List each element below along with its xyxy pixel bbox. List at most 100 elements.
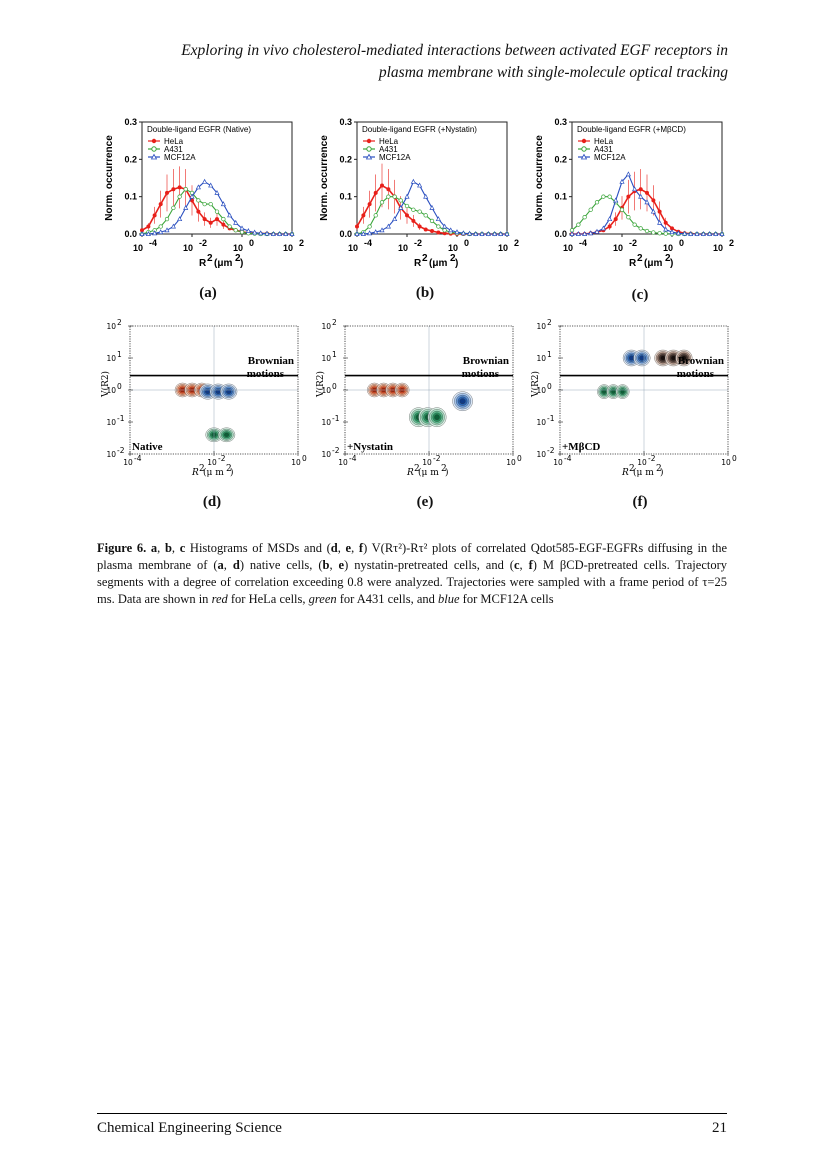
caption-text-6: for HeLa cells, (230, 592, 306, 606)
data-point-a431 (644, 228, 650, 234)
x-tick-exponent: 0 (249, 238, 254, 248)
data-point-hela (221, 222, 226, 227)
data-point-mcf12a (713, 231, 719, 236)
data-point-mcf12a (619, 178, 625, 184)
x-axis-label-sup: 2 (207, 253, 213, 264)
y-tick-label: 10 (536, 450, 546, 459)
x-axis-label-sup: 2 (637, 253, 643, 264)
data-point-hela (380, 183, 384, 188)
data-point-a431 (657, 231, 662, 236)
data-point-mcf12a (650, 208, 656, 214)
y-tick-label: 10 (321, 354, 331, 363)
y-tick-label: 10 (106, 322, 116, 331)
plot-frame (356, 121, 508, 235)
data-point-a431 (588, 207, 593, 212)
caption-green: green (308, 592, 337, 606)
data-point-hela (373, 190, 378, 195)
density-contour-k (681, 355, 687, 361)
x-axis-unit-close: ) (445, 467, 449, 478)
data-point-hela (638, 187, 643, 192)
data-point-mcf12a (392, 216, 398, 222)
y-tick-label: 10 (321, 322, 331, 331)
data-point-mcf12a (252, 229, 258, 235)
data-point-mcf12a (669, 229, 675, 235)
x-tick-label: 10 (283, 243, 293, 253)
y-tick-label: 10 (106, 450, 116, 459)
data-point-mcf12a (158, 229, 164, 235)
condition-label: +MβCD (562, 441, 600, 453)
y-tick-exponent: 1 (332, 350, 337, 359)
data-point-a431 (196, 198, 201, 203)
x-tick-label: 10 (448, 243, 458, 253)
y-tick-label: 0.0 (339, 229, 352, 239)
data-point-a431 (398, 198, 403, 203)
data-point-a431 (411, 207, 416, 212)
data-point-mcf12a (379, 227, 385, 233)
legend-swatch-marker (151, 146, 157, 152)
data-point-mcf12a (707, 231, 713, 236)
y-tick-exponent: -1 (547, 414, 555, 423)
x-axis-label: R (199, 258, 207, 269)
data-point-mcf12a (289, 231, 295, 236)
running-header: Exploring in vivo cholesterol-mediated i… (96, 40, 728, 84)
legend-entry-a431: A431 (594, 145, 613, 154)
legend-title: Double-ligand EGFR (Native) (147, 125, 251, 134)
figure-caption: Figure 6. a, b, c Histograms of MSDs and… (97, 541, 728, 606)
data-point-mcf12a (183, 204, 189, 210)
brownian-label-line-2: motions (677, 368, 715, 380)
data-point-mcf12a (373, 229, 379, 235)
x-axis-label-sup: 2 (422, 253, 428, 264)
data-point-a431 (164, 216, 170, 222)
data-point-hela (411, 218, 416, 223)
data-point-mcf12a (663, 226, 669, 232)
x-tick-exponent: -2 (648, 454, 656, 463)
data-point-hela (670, 226, 674, 231)
x-axis-unit-sup: 2 (665, 253, 671, 264)
data-point-mcf12a (398, 204, 404, 210)
density-contour-g (224, 432, 230, 437)
x-tick-label: 10 (506, 458, 516, 467)
data-point-a431 (373, 213, 378, 218)
data-point-mcf12a (220, 201, 226, 207)
data-point-a431 (221, 216, 226, 222)
data-point-a431 (214, 209, 220, 214)
data-point-a431 (202, 201, 207, 207)
x-axis-label-sup: 2 (199, 464, 205, 474)
y-tick-exponent: -2 (547, 446, 555, 455)
y-tick-exponent: -1 (117, 414, 125, 423)
plot-frame (141, 121, 293, 235)
caption-fig-label: Figure 6. (97, 541, 147, 555)
legend-swatch-marker (580, 153, 588, 160)
y-tick-label: 0.1 (554, 192, 567, 202)
data-point-a431 (638, 226, 643, 231)
data-point-hela (405, 213, 409, 218)
y-tick-exponent: 1 (117, 350, 122, 359)
data-point-mcf12a (208, 182, 214, 188)
caption-text-7: for A431 cells, and (339, 592, 435, 606)
brownian-label-line-2: motions (462, 368, 500, 380)
footer-journal: Chemical Engineering Science (97, 1120, 282, 1136)
x-tick-label: 10 (498, 243, 508, 253)
y-tick-exponent: -2 (117, 446, 125, 455)
data-point-mcf12a (277, 231, 283, 236)
data-point-a431 (582, 215, 587, 220)
legend-entry-a431: A431 (164, 145, 183, 154)
caption-ref-e: e (345, 541, 352, 555)
y-tick-label: 0.1 (124, 192, 137, 202)
x-tick-label: 10 (721, 458, 731, 467)
caption-text-2: ) V(Rτ²)-Rτ² plots of correlated Qdot585… (97, 541, 728, 572)
y-tick-exponent: 2 (117, 318, 122, 327)
x-tick-label: 10 (123, 458, 133, 467)
data-point-mcf12a (688, 231, 694, 236)
data-point-mcf12a (600, 225, 606, 231)
caption-ref-a: a (150, 541, 158, 555)
data-point-hela (202, 217, 207, 222)
y-tick-label: 0.2 (339, 154, 352, 164)
x-axis-label: R (191, 468, 199, 478)
caption-ref-b: b (164, 541, 172, 555)
data-point-hela (165, 190, 169, 195)
y-tick-label: 0.0 (554, 229, 567, 239)
caption-text-8: for MCF12A cells (462, 592, 554, 606)
data-point-mcf12a (460, 230, 466, 236)
